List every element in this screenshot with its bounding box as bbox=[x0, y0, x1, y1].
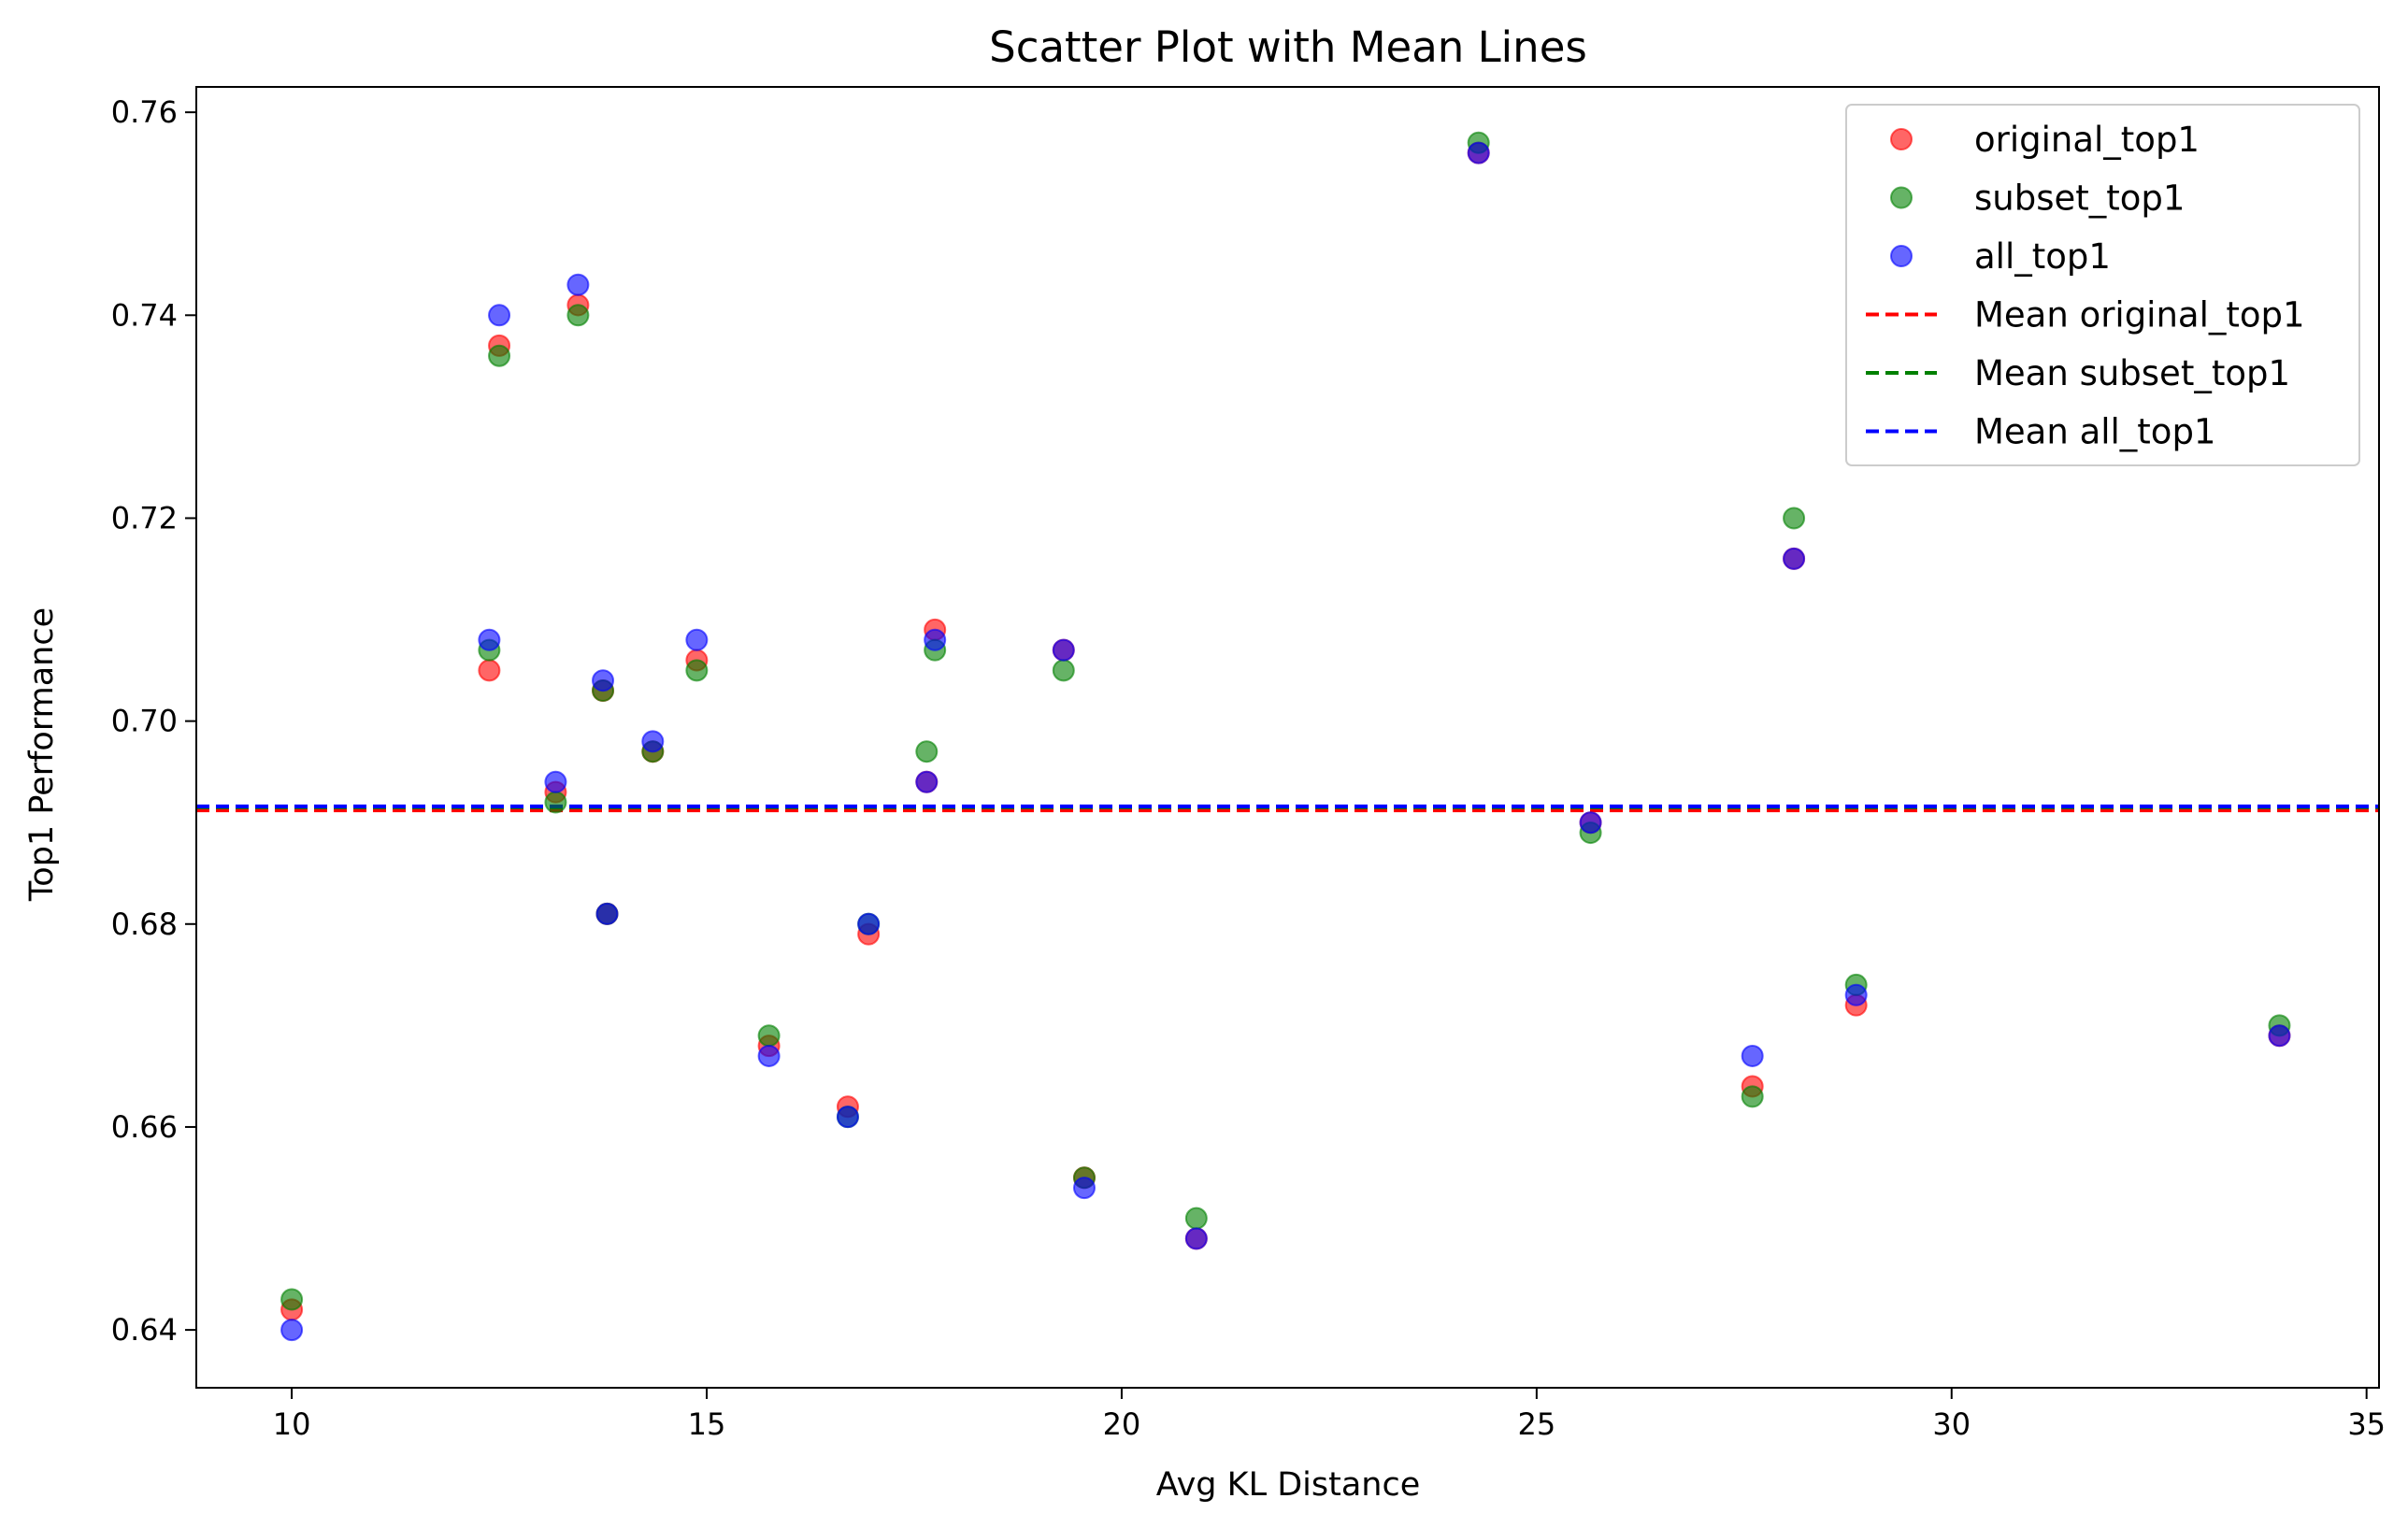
legend-label: Mean all_top1 bbox=[1974, 412, 2215, 452]
scatter-point-all_top1 bbox=[836, 1106, 859, 1129]
y-tick-label: 0.66 bbox=[111, 1109, 178, 1145]
chart-title: Scatter Plot with Mean Lines bbox=[989, 22, 1587, 72]
x-tick-label: 30 bbox=[1932, 1406, 1971, 1442]
x-axis-title: Avg KL Distance bbox=[1156, 1466, 1421, 1504]
legend-marker bbox=[1890, 245, 1913, 267]
scatter-point-subset_top1 bbox=[1184, 1206, 1208, 1230]
scatter-point-subset_top1 bbox=[1741, 1085, 1764, 1108]
scatter-point-subset_top1 bbox=[566, 304, 590, 327]
y-axis: 0.64 0.66 0.68 0.70 0.72 0.74 0.76 bbox=[111, 94, 196, 1348]
x-tick-label: 25 bbox=[1517, 1406, 1555, 1442]
scatter-point-all_top1 bbox=[566, 273, 590, 296]
scatter-point-all_top1 bbox=[280, 1319, 304, 1342]
x-tick-label: 15 bbox=[688, 1406, 726, 1442]
scatter-point-subset_top1 bbox=[757, 1024, 781, 1048]
scatter-point-original_top1 bbox=[478, 659, 501, 682]
scatter-point-subset_top1 bbox=[280, 1288, 304, 1311]
scatter-point-all_top1 bbox=[1072, 1177, 1096, 1200]
y-tick-label: 0.76 bbox=[111, 94, 178, 130]
scatter-point-all_top1 bbox=[478, 628, 501, 651]
scatter-point-all_top1 bbox=[2268, 1024, 2291, 1048]
legend-marker bbox=[1890, 128, 1913, 150]
scatter-point-all_top1 bbox=[757, 1044, 781, 1067]
scatter-point-all_top1 bbox=[1052, 638, 1075, 662]
scatter-point-subset_top1 bbox=[1052, 659, 1075, 682]
scatter-point-all_top1 bbox=[1741, 1044, 1764, 1067]
y-tick-label: 0.72 bbox=[111, 500, 178, 535]
scatter-point-all_top1 bbox=[915, 770, 939, 793]
scatter-point-all_top1 bbox=[544, 770, 567, 793]
scatter-point-all_top1 bbox=[685, 628, 709, 651]
legend-label: Mean original_top1 bbox=[1974, 295, 2305, 335]
x-tick-label: 35 bbox=[2347, 1406, 2386, 1442]
y-tick-label: 0.74 bbox=[111, 297, 178, 333]
x-axis: 10 15 20 25 30 35 bbox=[273, 1388, 2386, 1442]
scatter-point-all_top1 bbox=[1844, 983, 1868, 1006]
scatter-point-subset_top1 bbox=[544, 791, 567, 814]
scatter-point-all_top1 bbox=[924, 628, 947, 651]
scatter-point-all_top1 bbox=[595, 902, 619, 925]
scatter-point-all_top1 bbox=[641, 730, 665, 753]
scatter-point-subset_top1 bbox=[915, 740, 939, 764]
scatter-point-all_top1 bbox=[1783, 547, 1806, 570]
legend-marker bbox=[1890, 186, 1913, 209]
x-tick-label: 20 bbox=[1103, 1406, 1141, 1442]
legend-label: subset_top1 bbox=[1974, 178, 2185, 219]
plot-area bbox=[196, 131, 2379, 1342]
legend: original_top1 subset_top1 all_top1 Mean ori… bbox=[1845, 104, 2360, 466]
y-tick-label: 0.70 bbox=[111, 704, 178, 739]
legend-box bbox=[1845, 104, 2360, 466]
x-tick-label: 10 bbox=[273, 1406, 311, 1442]
scatter-point-all_top1 bbox=[857, 912, 881, 935]
scatter-point-all_top1 bbox=[1579, 811, 1602, 835]
scatter-point-subset_top1 bbox=[488, 344, 511, 367]
y-axis-title: Top1 Performance bbox=[23, 607, 61, 902]
legend-label: Mean subset_top1 bbox=[1974, 353, 2290, 393]
y-tick-label: 0.68 bbox=[111, 906, 178, 942]
scatter-point-all_top1 bbox=[1467, 141, 1490, 164]
plot-frame bbox=[195, 86, 2380, 1389]
legend-label: original_top1 bbox=[1974, 120, 2200, 160]
scatter-point-all_top1 bbox=[488, 304, 511, 327]
y-tick-label: 0.64 bbox=[111, 1312, 178, 1348]
scatter-point-all_top1 bbox=[592, 669, 615, 692]
scatter-point-all_top1 bbox=[1184, 1227, 1208, 1250]
scatter-point-subset_top1 bbox=[1783, 507, 1806, 530]
legend-label: all_top1 bbox=[1974, 236, 2111, 277]
scatter-point-subset_top1 bbox=[685, 659, 709, 682]
